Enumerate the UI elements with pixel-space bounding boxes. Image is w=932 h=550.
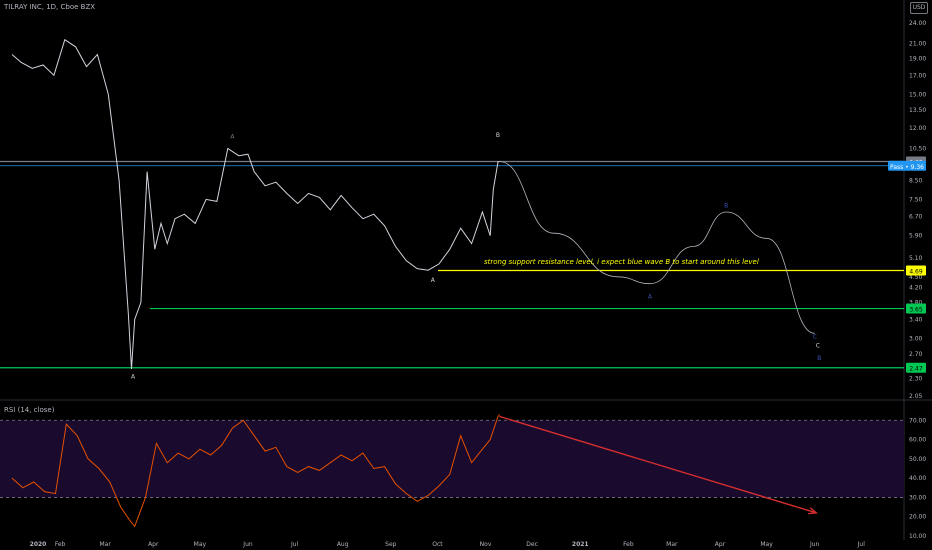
rsi-tick-6: 10.00 <box>909 533 926 540</box>
price-tick-15: 4.50 <box>909 274 923 281</box>
time-tick-0: 2020 <box>30 541 47 548</box>
price-tick-5: 15.00 <box>909 91 926 98</box>
time-tick-7: Aug <box>337 541 349 548</box>
price-tick-18: 3.40 <box>909 316 923 323</box>
wave-label-2: A <box>431 277 436 284</box>
price-tick-3: 19.00 <box>909 55 926 62</box>
price-tick-20: 2.70 <box>909 351 923 358</box>
time-tick-10: Nov <box>480 541 492 548</box>
price-tick-21: 2.30 <box>909 376 923 383</box>
time-tick-4: May <box>194 541 207 548</box>
wave-label-4: A <box>648 293 653 300</box>
time-tick-8: Sep <box>385 541 397 548</box>
level-badge-1 <box>888 160 926 171</box>
price-tick-10: 8.50 <box>909 177 923 184</box>
time-tick-13: Feb <box>623 541 634 548</box>
level-badge-4 <box>906 362 926 373</box>
rsi-title: RSI (14, close) <box>4 406 55 414</box>
wave-label-0: A <box>131 374 136 381</box>
price-tick-11: 7.50 <box>909 196 923 203</box>
time-tick-9: Oct <box>432 541 443 548</box>
price-tick-2: 21.00 <box>909 40 926 47</box>
time-tick-1: Feb <box>55 541 66 548</box>
projection-curve <box>499 161 815 334</box>
level-badge-2 <box>906 265 926 276</box>
price-tick-19: 3.00 <box>909 335 923 342</box>
price-tick-16: 4.20 <box>909 284 923 291</box>
price-tick-12: 6.70 <box>909 213 923 220</box>
wave-label-7: C <box>816 343 820 350</box>
projection-line <box>499 161 815 334</box>
price-tick-6: 13.50 <box>909 107 926 114</box>
rsi-band <box>0 420 904 498</box>
trend-arrow-head <box>808 507 818 515</box>
time-tick-3: Apr <box>148 541 159 548</box>
price-tick-7: 12.00 <box>909 125 926 132</box>
time-tick-11: Dec <box>526 541 538 548</box>
price-tick-13: 5.90 <box>909 233 923 240</box>
rsi-tick-3: 40.00 <box>909 475 926 482</box>
rsi-tick-1: 60.00 <box>909 437 926 444</box>
price-tick-4: 17.00 <box>909 72 926 79</box>
price-tick-17: 3.80 <box>909 299 923 306</box>
time-tick-15: Apr <box>715 541 726 548</box>
level-label-4: 2.47 <box>909 366 923 373</box>
time-tick-2: Mar <box>99 541 111 548</box>
level-label-1: Pass • 9.36 <box>890 164 924 171</box>
rsi-line <box>11 414 500 528</box>
price-tick-14: 5.10 <box>909 255 923 262</box>
time-tick-14: Mar <box>666 541 678 548</box>
level-label-3: 3.65 <box>909 307 923 314</box>
price-tick-1: 24.00 <box>909 20 926 27</box>
level-badge-3 <box>906 303 926 314</box>
symbol-header: TILRAY INC, 1D, Cboe BZX <box>4 3 96 11</box>
rsi-series <box>0 414 904 528</box>
price-tick-8: 10.50 <box>909 145 926 152</box>
rsi-tick-2: 50.00 <box>909 456 926 463</box>
rsi-tick-4: 30.00 <box>909 494 926 501</box>
wave-label-5: B <box>724 203 728 210</box>
price-tick-22: 2.05 <box>909 393 923 400</box>
price-axis[interactable]: 24.00 21.00 19.00 17.00 15.00 13.50 12.00 10.50… <box>909 20 926 540</box>
wave-label-3: B <box>496 132 500 139</box>
time-tick-17: Jun <box>809 541 820 548</box>
time-tick-6: Jul <box>290 541 299 548</box>
rsi-tick-0: 70.00 <box>909 417 926 424</box>
level-labels: 9.63Pass • 9.364.693.652.47 <box>888 156 926 373</box>
wave-label-8: B <box>817 355 821 362</box>
trend-arrow-line <box>499 415 817 514</box>
time-tick-18: Jul <box>857 541 866 548</box>
level-label-2: 4.69 <box>909 269 923 276</box>
wave-label-1: A <box>230 134 235 141</box>
wave-label-6: C <box>813 333 817 340</box>
time-tick-12: 2021 <box>572 541 589 548</box>
currency-badge[interactable]: USD <box>910 2 928 14</box>
price-line <box>11 38 500 370</box>
time-tick-16: May <box>760 541 773 548</box>
annotation-text: strong support resistance level, i expec… <box>484 258 759 266</box>
time-tick-5: Jun <box>242 541 253 548</box>
time-axis[interactable]: 2020 Feb Mar Apr May Jun Jul Aug Sep Oct Nov Dec 202… <box>30 541 866 548</box>
level-lines <box>0 160 904 369</box>
rsi-tick-5: 20.00 <box>909 514 926 521</box>
price-series <box>11 38 500 370</box>
